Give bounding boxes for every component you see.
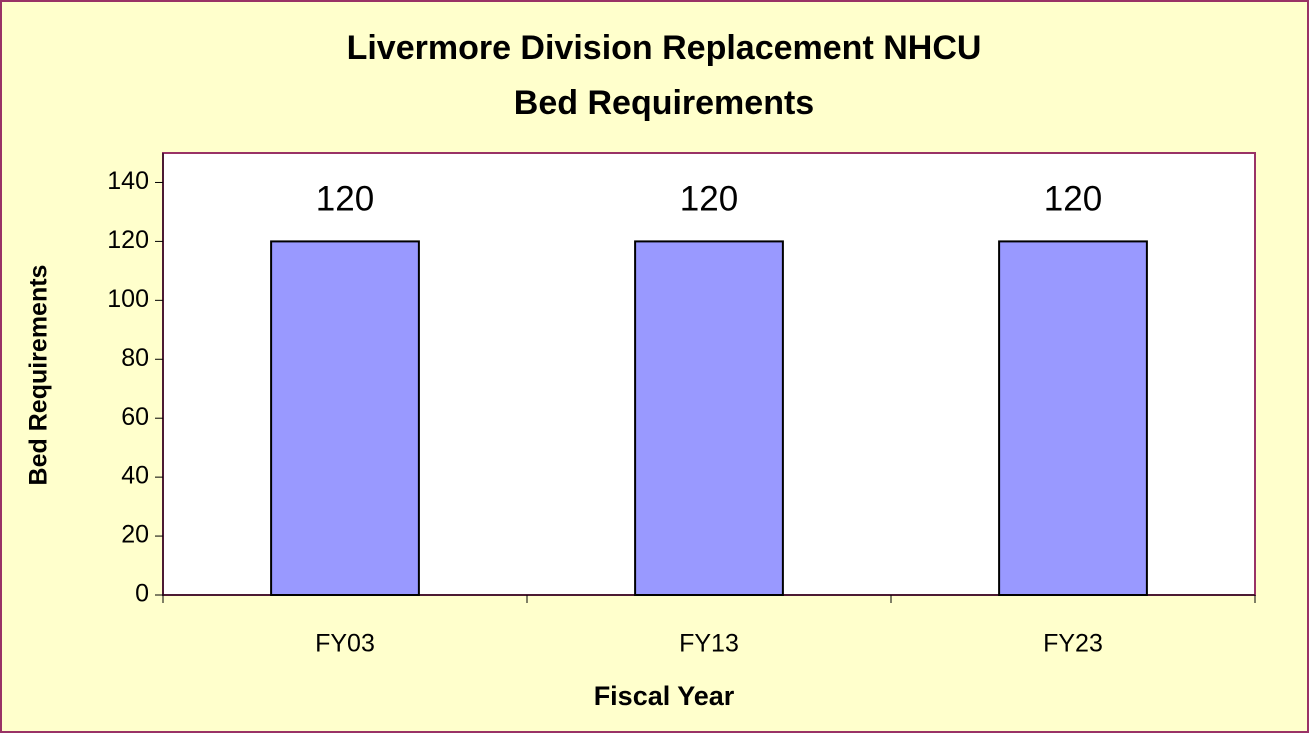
data-label: 120 bbox=[680, 180, 738, 219]
x-tick-label: FY23 bbox=[1043, 630, 1103, 658]
y-tick-label: 40 bbox=[121, 462, 149, 490]
y-tick-label: 20 bbox=[121, 521, 149, 549]
data-label: 120 bbox=[1044, 180, 1102, 219]
y-axis-label: Bed Requirements bbox=[25, 265, 53, 486]
y-tick-label: 0 bbox=[135, 580, 149, 608]
chart-title: Livermore Division Replacement NHCU bbox=[347, 29, 982, 67]
bar bbox=[634, 240, 784, 596]
data-label: 120 bbox=[316, 180, 374, 219]
x-tick-label: FY13 bbox=[679, 630, 739, 658]
x-axis-label: Fiscal Year bbox=[594, 681, 735, 711]
y-tick-label: 60 bbox=[121, 403, 149, 431]
y-tick-label: 120 bbox=[107, 226, 149, 254]
bar bbox=[998, 240, 1148, 596]
chart-title: Bed Requirements bbox=[514, 84, 814, 122]
y-tick-label: 80 bbox=[121, 344, 149, 372]
y-tick-label: 100 bbox=[107, 285, 149, 313]
bar bbox=[270, 240, 420, 596]
x-tick-label: FY03 bbox=[315, 630, 375, 658]
y-tick-label: 140 bbox=[107, 167, 149, 195]
